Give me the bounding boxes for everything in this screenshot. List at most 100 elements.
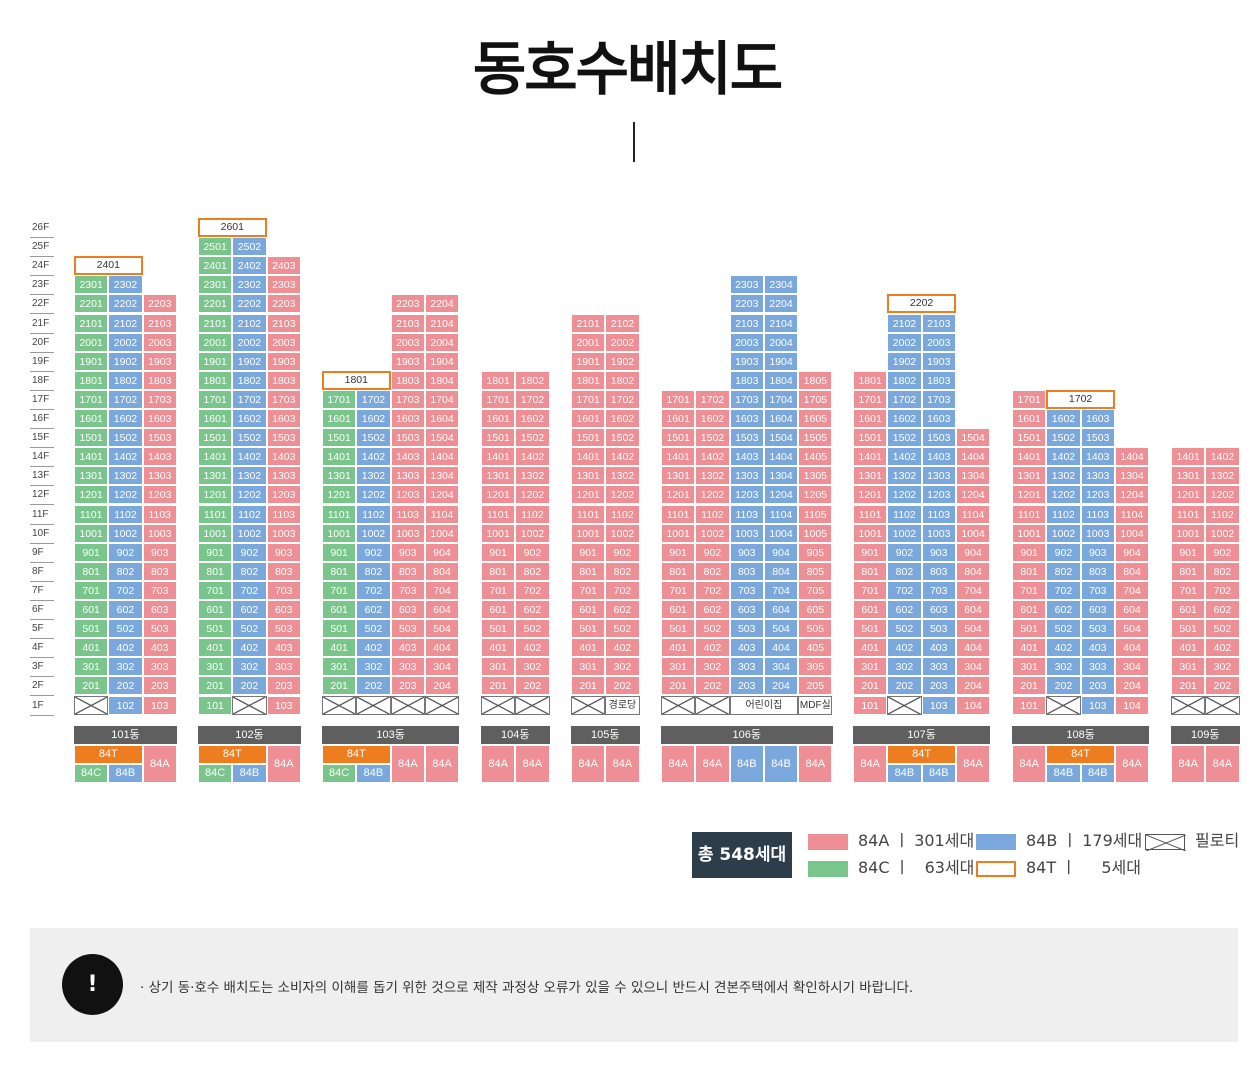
unit-cell: 803 — [921, 561, 956, 581]
unit-cell: 1203 — [921, 485, 956, 505]
unit-cell: 402 — [1046, 638, 1081, 658]
unit-cell: 703 — [390, 580, 425, 600]
pilotis-icon — [1206, 696, 1239, 714]
unit-cell: 1102 — [605, 504, 640, 524]
unit-cell: 1102 — [356, 504, 391, 524]
legend-84a-text: 84A ㅣ 301세대 — [858, 831, 975, 850]
unit-cell: 1701 — [853, 389, 888, 409]
unit-cell: 2001 — [74, 332, 109, 352]
unit-cell: 302 — [232, 657, 267, 677]
unit-cell: 1602 — [1046, 409, 1081, 429]
unit-cell: 1802 — [108, 370, 143, 390]
unit-cell: 1402 — [1046, 447, 1081, 467]
unit-cell: 1004 — [1114, 523, 1150, 543]
unit-cell: 905 — [798, 542, 833, 562]
unit-cell: 602 — [605, 600, 640, 620]
unit-cell: 1004 — [763, 523, 799, 543]
unit-cell: 1201 — [571, 485, 606, 505]
type-cell: 84B — [921, 764, 956, 783]
floor-label: 10F — [30, 524, 54, 544]
unit-cell: 503 — [390, 619, 425, 639]
unit-cell: 701 — [481, 580, 516, 600]
unit-cell: 602 — [887, 600, 922, 620]
unit-cell: 402 — [1205, 638, 1240, 658]
unit-cell: 302 — [695, 657, 730, 677]
unit-cell: 501 — [1012, 619, 1047, 639]
unit-cell: 701 — [322, 580, 357, 600]
unit-cell: 2201 — [74, 294, 109, 314]
unit-cell: 1701 — [322, 389, 357, 409]
unit-cell: 804 — [955, 561, 991, 581]
unit-cell: 604 — [1114, 600, 1150, 620]
type-cell: 84B — [729, 745, 764, 783]
unit-cell: 1701 — [571, 389, 606, 409]
facility-cell: 경로당 — [605, 695, 640, 715]
unit-cell: 2302 — [108, 275, 143, 295]
unit-cell: 803 — [729, 561, 764, 581]
unit-cell: 1001 — [322, 523, 357, 543]
unit-cell: 2202 — [232, 294, 267, 314]
floor-label: 6F — [30, 600, 54, 620]
pilotis-cell — [232, 695, 267, 715]
unit-cell: 1104 — [424, 504, 460, 524]
unit-cell: 201 — [198, 676, 233, 696]
type-cell: 84B — [356, 764, 391, 783]
unit-cell: 601 — [853, 600, 888, 620]
type-cell: 84B — [887, 764, 922, 783]
unit-cell: 1205 — [798, 485, 833, 505]
unit-cell: 501 — [571, 619, 606, 639]
unit-cell: 1201 — [1012, 485, 1047, 505]
unit-cell: 702 — [1046, 580, 1081, 600]
unit-cell: 1901 — [74, 351, 109, 371]
unit-cell: 1005 — [798, 523, 833, 543]
unit-cell: 1002 — [108, 523, 143, 543]
type-cell: 84A — [1012, 745, 1047, 783]
unit-cell: 202 — [605, 676, 640, 696]
unit-cell: 604 — [955, 600, 991, 620]
building-name: 106동 — [661, 726, 833, 744]
unit-cell: 1502 — [515, 428, 550, 448]
unit-cell: 1302 — [108, 466, 143, 486]
unit-cell: 1301 — [1012, 466, 1047, 486]
unit-cell: 1802 — [887, 370, 922, 390]
unit-cell: 2501 — [198, 237, 233, 257]
unit-cell: 401 — [198, 638, 233, 658]
unit-cell: 1302 — [695, 466, 730, 486]
unit-cell: 1501 — [1012, 428, 1047, 448]
unit-cell: 1703 — [921, 389, 956, 409]
unit-cell: 701 — [198, 580, 233, 600]
pilotis-icon — [662, 696, 695, 714]
unit-cell: 1003 — [266, 523, 301, 543]
unit-cell: 1603 — [266, 409, 301, 429]
floor-label: 14F — [30, 447, 54, 468]
floor-label: 9F — [30, 543, 54, 563]
unit-cell: 1603 — [729, 409, 764, 429]
unit-cell: 1802 — [605, 370, 640, 390]
pilotis-cell — [424, 695, 460, 715]
pilotis-cell — [356, 695, 391, 715]
unit-cell: 1601 — [661, 409, 696, 429]
building-name: 101동 — [74, 726, 177, 744]
type-cell: 84C — [74, 764, 109, 783]
unit-cell: 1801 — [322, 370, 391, 390]
unit-cell: 1003 — [390, 523, 425, 543]
unit-cell: 902 — [108, 542, 143, 562]
unit-cell: 1502 — [605, 428, 640, 448]
unit-cell: 801 — [481, 561, 516, 581]
unit-cell: 1704 — [763, 389, 799, 409]
unit-cell: 1102 — [108, 504, 143, 524]
floor-label: 3F — [30, 657, 54, 678]
unit-cell: 302 — [887, 657, 922, 677]
type-cell: 84B — [1080, 764, 1115, 783]
type-cell: 84B — [763, 745, 799, 783]
pilotis-cell — [1171, 695, 1206, 715]
unit-cell: 904 — [763, 542, 799, 562]
unit-cell: 401 — [322, 638, 357, 658]
unit-cell: 1301 — [1171, 466, 1206, 486]
floor-label: 23F — [30, 275, 54, 296]
type-cell: 84A — [142, 745, 177, 783]
unit-cell: 103 — [1080, 695, 1115, 715]
building-name: 107동 — [853, 726, 991, 744]
unit-cell: 801 — [1012, 561, 1047, 581]
type-cell: 84A — [955, 745, 991, 783]
